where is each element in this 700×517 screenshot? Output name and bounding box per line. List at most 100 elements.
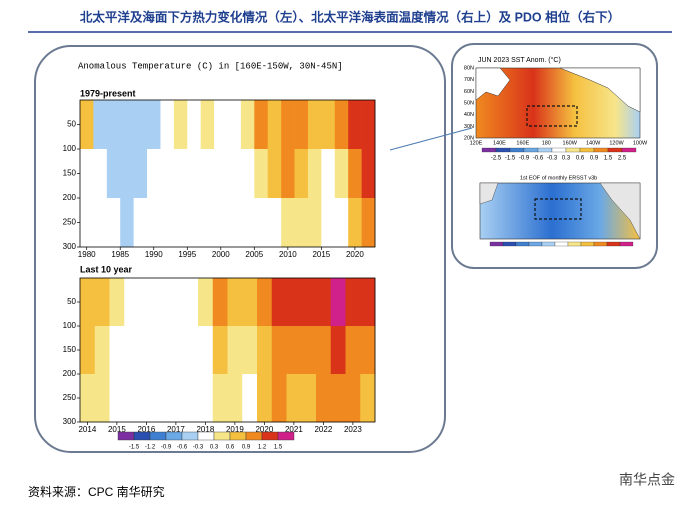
cell [281, 149, 295, 199]
eof-colorbar-swatch [502, 241, 517, 247]
cell [200, 100, 215, 150]
cell [212, 374, 228, 423]
eof-colorbar-swatch [554, 241, 569, 247]
cell [168, 326, 184, 375]
cell [330, 278, 346, 327]
cell [227, 198, 242, 248]
x-tick-label: 2015 [108, 425, 126, 434]
cell [240, 149, 255, 199]
eof-colorbar-swatch [541, 241, 556, 247]
chart-title: Anomalous Temperature (C) in [160E-150W,… [78, 61, 343, 71]
cell [80, 278, 96, 327]
cell [200, 149, 215, 199]
cell [183, 278, 199, 327]
cell [214, 100, 228, 150]
cell [187, 149, 201, 199]
colorbar-label: 1.5 [274, 445, 283, 451]
cell [93, 149, 108, 199]
cell [294, 100, 309, 150]
cell [173, 100, 188, 150]
cell [348, 149, 362, 199]
eof-colorbar-swatch [489, 241, 504, 247]
eof-colorbar-swatch [593, 241, 608, 247]
cell [214, 149, 228, 199]
cell [307, 100, 322, 150]
cell [360, 374, 376, 423]
panel-label: 1979-present [80, 88, 136, 98]
cell [345, 374, 361, 423]
sst-colorbar-label: -2.5 [491, 156, 502, 162]
cell [227, 278, 243, 327]
cell [240, 100, 255, 150]
cell [348, 198, 362, 248]
cell [133, 149, 148, 199]
sst-colorbar-label: -0.9 [519, 156, 530, 162]
cell [321, 149, 336, 199]
x-tick-label: 2022 [314, 425, 332, 434]
cell [80, 198, 94, 248]
cell [168, 278, 184, 327]
sst-colorbar-swatch [537, 147, 553, 153]
sst-colorbar-swatch [579, 147, 595, 153]
cell [345, 278, 361, 327]
eof-colorbar-swatch [606, 241, 621, 247]
cell [286, 326, 302, 375]
cell [198, 278, 214, 327]
lon-label: 140W [586, 140, 601, 146]
sst-colorbar-label: -1.5 [505, 156, 516, 162]
x-tick-label: 1980 [78, 250, 96, 259]
cell [198, 374, 214, 423]
cell [316, 326, 332, 375]
sst-colorbar-swatch [523, 147, 539, 153]
cell [139, 374, 155, 423]
cell [173, 198, 188, 248]
y-tick-label: 100 [63, 321, 77, 330]
colorbar-label: 0.3 [210, 445, 219, 451]
cell [187, 100, 201, 150]
cell [294, 198, 309, 248]
x-tick-label: 2023 [344, 425, 362, 434]
sst-colorbar-label: -0.3 [547, 156, 558, 162]
cell [109, 374, 125, 423]
cell [254, 100, 269, 150]
sst-colorbar-label: -0.6 [533, 156, 544, 162]
cell [187, 198, 201, 248]
cell [109, 278, 125, 327]
lon-label: 140E [493, 140, 506, 146]
colorbar-swatch [133, 431, 151, 441]
cell [133, 100, 148, 150]
cell [93, 100, 108, 150]
cell [80, 374, 96, 423]
eof-colorbar-swatch [567, 241, 582, 247]
x-tick-label: 1985 [111, 250, 129, 259]
x-tick-label: 2010 [279, 250, 297, 259]
cell [330, 374, 346, 423]
sst-colorbar-swatch [607, 147, 623, 153]
x-tick-label: 2014 [78, 425, 96, 434]
cell [334, 198, 349, 248]
cell [240, 198, 255, 248]
cell [109, 326, 125, 375]
y-tick-label: 200 [63, 369, 77, 378]
cell [316, 374, 332, 423]
cell [147, 198, 161, 248]
cell [242, 278, 258, 327]
cell [80, 100, 94, 150]
cell [360, 278, 376, 327]
x-tick-label: 2019 [226, 425, 244, 434]
colorbar-label: 0.9 [242, 445, 251, 451]
cell [361, 149, 376, 199]
cell [301, 374, 317, 423]
colorbar-label: -0.9 [161, 445, 172, 451]
cell [227, 100, 242, 150]
cell [257, 326, 273, 375]
x-tick-label: 2021 [285, 425, 303, 434]
cell [254, 198, 269, 248]
cell [307, 198, 322, 248]
lat-label: 80N [464, 65, 474, 71]
lon-label: 120W [609, 140, 624, 146]
cell [301, 278, 317, 327]
cell [330, 326, 346, 375]
cell [267, 100, 282, 150]
cell [361, 198, 376, 248]
